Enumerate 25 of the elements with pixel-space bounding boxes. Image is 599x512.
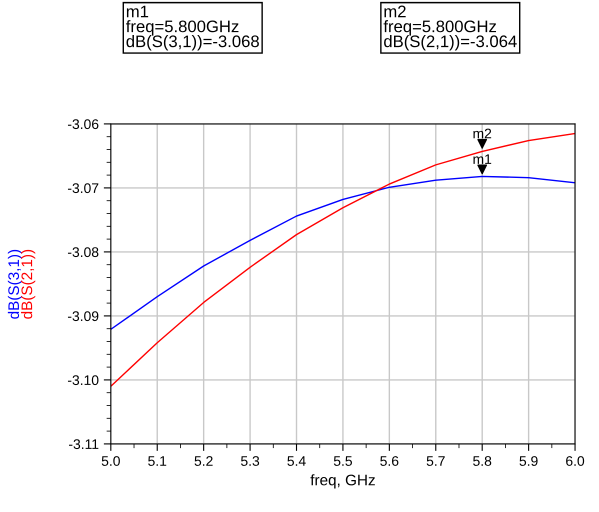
x-tick-label: 5.5	[334, 456, 352, 466]
annotation: m1	[473, 154, 492, 164]
x-tick-label: 5.8	[473, 456, 492, 466]
x-tick-label: 5.2	[194, 456, 213, 466]
y-tick-label: -3.06	[68, 119, 98, 130]
line-series	[110, 176, 576, 330]
text: m1 freq=5.800GHz dB(S(3,1))=-3.068	[126, 6, 259, 51]
text: dB(S(2,1))	[21, 250, 36, 319]
y-tick-label: -3.07	[68, 183, 98, 194]
x-tick-label: 5.4	[287, 456, 306, 466]
x-tick-label: 5.7	[426, 456, 445, 466]
y-tick-label: -3.11	[68, 439, 98, 450]
text: m2 freq=5.800GHz dB(S(2,1))=-3.064	[384, 6, 517, 51]
text: dB(S(3,1))	[8, 250, 22, 319]
annotation: m2	[473, 128, 492, 138]
x-tick-label: 5.9	[520, 456, 538, 466]
x-tick-label: 5.6	[380, 456, 398, 466]
x-axis-title: freq, GHz	[310, 474, 375, 488]
y-tick-label: -3.10	[68, 375, 98, 386]
x-tick-label: 5.1	[148, 456, 166, 466]
x-tick-label: 5.3	[240, 456, 260, 466]
y-tick-label: -3.09	[68, 311, 98, 322]
y-tick-label: -3.08	[68, 247, 98, 258]
x-tick-label: 5.0	[102, 456, 120, 466]
x-tick-label: 6.0	[566, 456, 584, 466]
